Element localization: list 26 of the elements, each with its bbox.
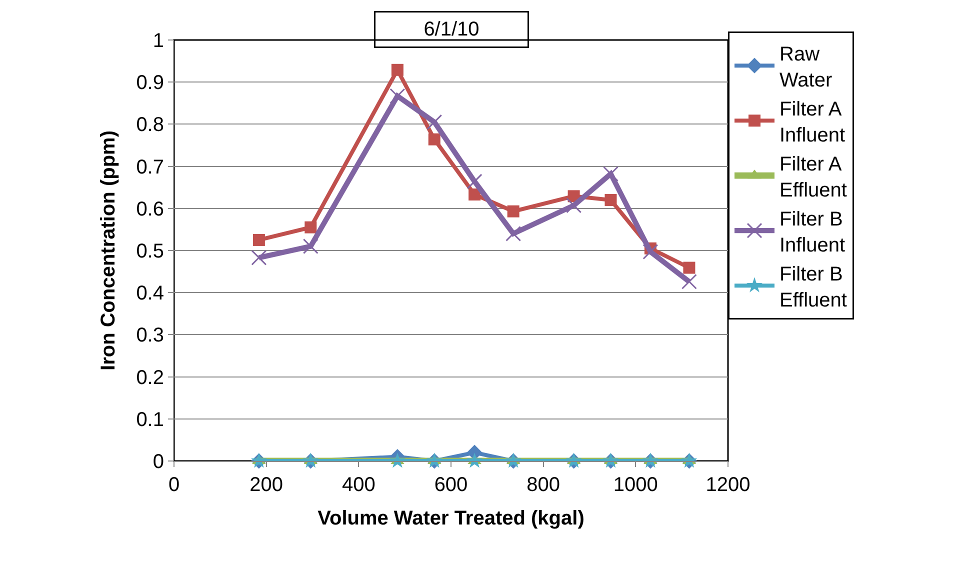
- y-tick-label: 1: [152, 30, 164, 52]
- x-tick-label: 1000: [613, 474, 658, 496]
- y-tick-label: 0.6: [136, 198, 164, 220]
- y-tick-label: 0.4: [136, 282, 164, 305]
- y-tick-label: 0: [152, 451, 164, 473]
- y-tick-label: 0.3: [136, 324, 164, 347]
- x-tick-label: 0: [168, 474, 180, 496]
- legend-label: Filter A Influent: [780, 98, 846, 146]
- y-tick-label: 0.1: [136, 408, 164, 431]
- x-axis-title: Volume Water Treated (kgal): [318, 508, 584, 530]
- y-tick-label: 0.8: [136, 114, 164, 136]
- legend-label: Raw Water: [780, 43, 832, 92]
- legend-label: Filter B Effluent: [780, 263, 848, 312]
- legend-label: Filter B Influent: [780, 208, 846, 256]
- y-tick-label: 0.9: [136, 72, 164, 94]
- y-axis-title: Iron Concentration (ppm): [98, 130, 120, 370]
- y-tick-label: 0.2: [136, 366, 164, 389]
- y-tick-label: 0.7: [136, 156, 164, 178]
- x-tick-label: 400: [342, 474, 376, 496]
- legend-label: Filter A Effluent: [780, 153, 848, 202]
- chart-title: 6/1/10: [424, 18, 480, 40]
- x-tick-label: 600: [434, 474, 468, 496]
- x-tick-label: 800: [526, 474, 560, 496]
- y-tick-label: 0.5: [136, 240, 164, 262]
- x-tick-label: 1200: [706, 474, 750, 496]
- x-tick-label: 200: [250, 474, 284, 496]
